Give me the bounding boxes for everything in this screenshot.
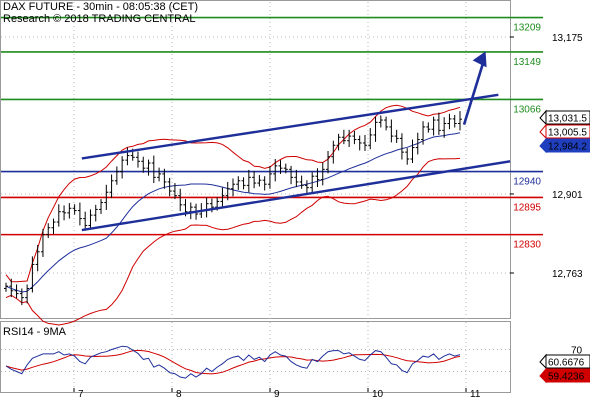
bollinger-upper <box>5 104 461 283</box>
rsi-value-tag-pointer <box>539 353 547 370</box>
ma-tag-text: 12,984.2 <box>548 142 587 153</box>
last-price-tag-text: 13,031.5 <box>548 114 587 125</box>
projection-arrow-head <box>472 51 487 68</box>
level-label-12940: 12940 <box>513 177 541 188</box>
y-tick-label: 13,175 <box>552 33 583 44</box>
y-tick-label: 12,901 <box>552 190 583 201</box>
level-label-12830: 12830 <box>513 240 541 251</box>
channel-upper <box>81 93 499 160</box>
level-label-13066: 13066 <box>513 104 541 115</box>
ma-tag-pointer <box>539 137 547 154</box>
last-price-tag: 13,031.5 <box>539 109 590 126</box>
rsi-panel-title: RSI14 - 9MA <box>3 326 66 338</box>
ma-tag: 12,984.2 <box>539 137 590 154</box>
level-label-12895: 12895 <box>513 202 541 213</box>
rsi-ma-tag: 59.4236 <box>539 367 590 384</box>
last-price-tag-pointer <box>539 109 547 126</box>
rsi-ma-tag-pointer <box>539 367 547 384</box>
bollinger-lower <box>5 157 461 326</box>
bollinger-tag-pointer <box>539 123 547 140</box>
level-label-13149: 13149 <box>513 57 541 68</box>
rsi-value-tag: 60.6676 <box>539 353 590 370</box>
x-tick-label: 8 <box>176 389 182 400</box>
x-tick-label: 9 <box>274 389 280 400</box>
rsi-panel-frame <box>0 321 511 393</box>
level-label-13209: 13209 <box>513 23 541 34</box>
channel-lower <box>81 160 511 232</box>
projection-arrow-shaft <box>462 60 485 126</box>
rsi-value-tag-text: 60.6676 <box>548 358 585 369</box>
rsi-ma-tag-text: 59.4236 <box>548 372 585 383</box>
x-tick-label: 11 <box>470 389 481 400</box>
y-tick-label: 12,763 <box>552 269 583 280</box>
chart-title: DAX FUTURE - 30min - 08:05:38 (CET) <box>3 1 198 13</box>
moving-average <box>5 132 461 293</box>
x-tick-label: 7 <box>78 389 84 400</box>
bollinger-tag: 13,005.5 <box>539 123 590 140</box>
x-tick-label: 10 <box>372 389 384 400</box>
rsi-line <box>5 345 461 379</box>
bollinger-tag-text: 13,005.5 <box>548 128 587 139</box>
price-panel-frame <box>0 0 511 319</box>
chart-credit: Research © 2018 TRADING CENTRAL <box>3 13 196 25</box>
rsi-tick-label: 70 <box>571 346 583 357</box>
